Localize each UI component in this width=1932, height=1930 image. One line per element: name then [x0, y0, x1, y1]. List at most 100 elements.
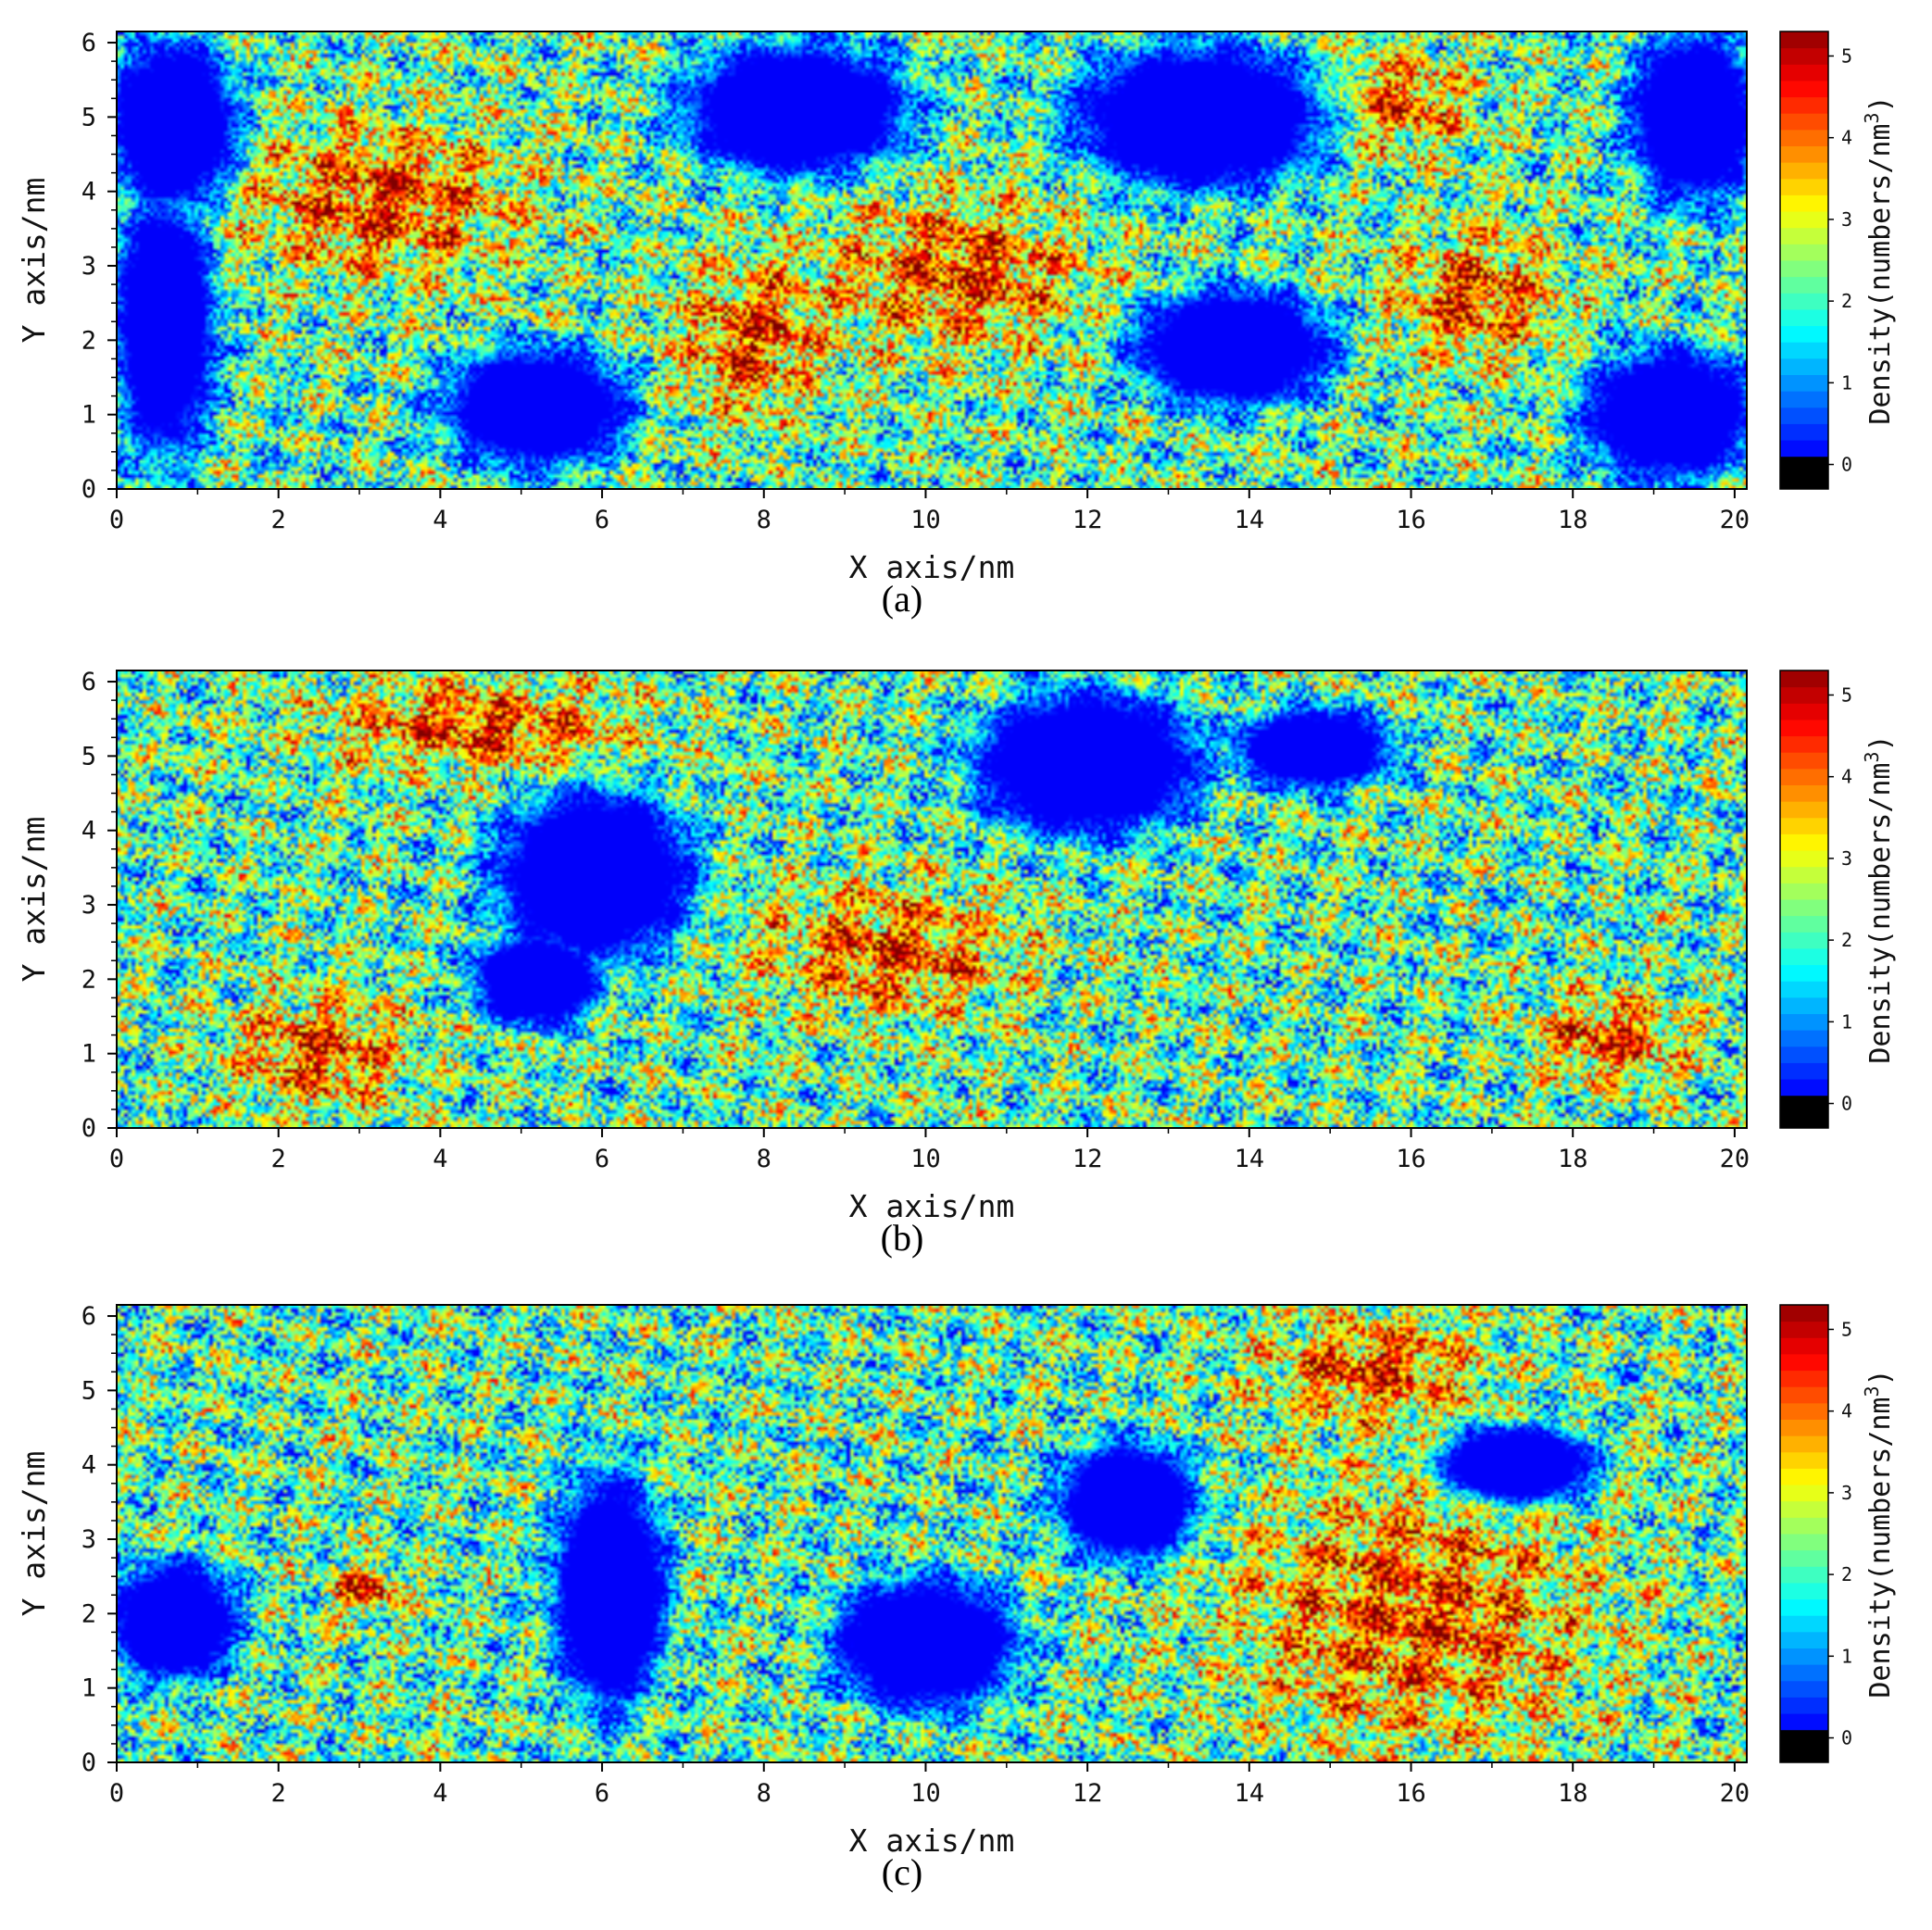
colorbar-step: [1780, 1013, 1828, 1031]
y-tick-label: 3: [82, 891, 96, 920]
colorbar-step: [1780, 1697, 1828, 1714]
x-tick-label: 8: [757, 506, 772, 534]
colorbar-step: [1780, 1648, 1828, 1665]
colorbar-step: [1780, 178, 1828, 195]
x-axis-title: X axis/nm: [849, 549, 1015, 585]
colorbar-tick-label: 5: [1841, 683, 1852, 706]
colorbar-step: [1780, 1419, 1828, 1436]
colorbar-step: [1780, 915, 1828, 933]
colorbar-step: [1780, 1353, 1828, 1372]
colorbar-step: [1780, 374, 1828, 392]
panel-caption: (c): [882, 1851, 922, 1893]
colorbar-step: [1780, 472, 1828, 490]
colorbar-step: [1780, 308, 1828, 327]
density-map: [117, 670, 1747, 1128]
x-tick-label: 0: [109, 1779, 124, 1808]
x-tick-label: 2: [271, 1145, 286, 1173]
colorbar-step: [1780, 440, 1828, 457]
x-tick-label: 10: [910, 1779, 941, 1808]
colorbar-tick-label: 1: [1841, 371, 1852, 394]
colorbar-step: [1780, 1321, 1828, 1338]
colorbar-frame: [1779, 31, 1829, 490]
y-tick-label: 1: [82, 401, 96, 430]
colorbar-step: [1780, 96, 1828, 114]
colorbar-tick-label: 1: [1841, 1010, 1852, 1033]
colorbar-step: [1780, 996, 1828, 1014]
colorbar-step: [1780, 1680, 1828, 1698]
colorbar-step: [1780, 703, 1828, 721]
y-tick-label: 0: [82, 1748, 96, 1777]
colorbar-step: [1780, 964, 1828, 982]
colorbar-step: [1780, 686, 1828, 704]
colorbar-tick-label: 5: [1841, 44, 1852, 67]
y-tick-label: 2: [82, 326, 96, 355]
y-tick-label: 4: [82, 1451, 96, 1480]
x-tick-label: 8: [757, 1145, 772, 1173]
x-tick-label: 4: [433, 506, 447, 534]
colorbar-step: [1780, 194, 1828, 212]
colorbar-tick-label: 2: [1841, 290, 1852, 312]
colorbar-step: [1780, 357, 1828, 375]
plot-frame: [116, 1304, 1748, 1763]
colorbar-step: [1780, 211, 1828, 229]
x-tick-label: 16: [1396, 506, 1426, 534]
colorbar-step: [1780, 407, 1828, 424]
colorbar-step: [1780, 113, 1828, 131]
colorbar-tick-label: 3: [1841, 1482, 1852, 1504]
x-axis-title: X axis/nm: [849, 1188, 1015, 1224]
colorbar-tick-label: 5: [1841, 1318, 1852, 1340]
colorbar-step: [1780, 866, 1828, 884]
colorbar-step: [1780, 1517, 1828, 1535]
colorbar-step: [1780, 1079, 1828, 1097]
colorbar-step: [1780, 817, 1828, 834]
colorbar-step: [1780, 947, 1828, 966]
colorbar-step: [1780, 1534, 1828, 1551]
colorbar-step: [1780, 981, 1828, 998]
colorbar-tick-label: 3: [1841, 208, 1852, 231]
colorbar-step: [1780, 1046, 1828, 1063]
colorbar-step: [1780, 1566, 1828, 1584]
colorbar-frame: [1779, 670, 1829, 1129]
colorbar-tick-label: 4: [1841, 1400, 1852, 1422]
colorbar-step: [1780, 784, 1828, 802]
colorbar-step: [1780, 1746, 1828, 1763]
panel-caption: (a): [882, 578, 922, 620]
y-tick-label: 6: [82, 1302, 96, 1331]
colorbar-step: [1780, 227, 1828, 244]
colorbar-step: [1780, 145, 1828, 163]
colorbar-step: [1780, 1713, 1828, 1731]
x-tick-label: 4: [433, 1779, 447, 1808]
plot-frame: [116, 31, 1748, 490]
colorbar-tick-label: 0: [1841, 1727, 1852, 1749]
colorbar-step: [1780, 1435, 1828, 1453]
colorbar-step: [1780, 342, 1828, 359]
colorbar-step: [1780, 670, 1828, 688]
colorbar-step: [1780, 932, 1828, 949]
colorbar-step: [1780, 1030, 1828, 1047]
y-tick-label: 5: [82, 1376, 96, 1405]
x-tick-label: 20: [1720, 1779, 1750, 1808]
colorbar-tick-label: 0: [1841, 1093, 1852, 1115]
y-tick-label: 5: [82, 742, 96, 771]
x-tick-label: 8: [757, 1779, 772, 1808]
colorbar-tick-label: 1: [1841, 1645, 1852, 1667]
y-tick-label: 1: [82, 1040, 96, 1069]
colorbar-step: [1780, 899, 1828, 917]
colorbar-step: [1780, 735, 1828, 753]
colorbar-step: [1780, 1664, 1828, 1682]
y-tick-label: 4: [82, 817, 96, 846]
colorbar-step: [1780, 1549, 1828, 1567]
colorbar-step: [1780, 1402, 1828, 1420]
colorbar-title: Density(numbers/nm3): [1861, 95, 1897, 424]
colorbar-step: [1780, 80, 1828, 98]
x-tick-label: 4: [433, 1145, 447, 1173]
colorbar-step: [1780, 1095, 1828, 1112]
x-tick-label: 10: [910, 506, 941, 534]
colorbar-step: [1780, 883, 1828, 900]
colorbar-step: [1780, 260, 1828, 278]
y-tick-label: 2: [82, 965, 96, 994]
colorbar-title: Density(numbers/nm3): [1861, 1369, 1897, 1698]
colorbar-step: [1780, 1500, 1828, 1518]
